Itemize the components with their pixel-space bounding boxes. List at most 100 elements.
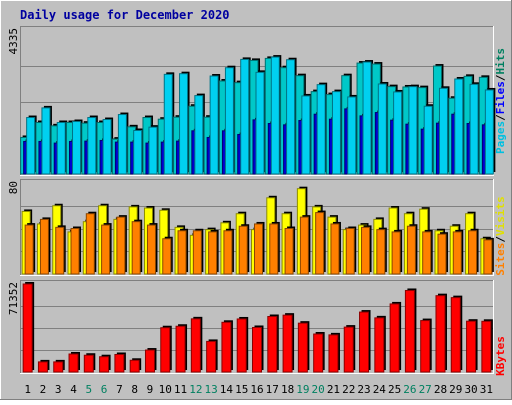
panel-visits-legend: Sites/Visits (494, 196, 507, 276)
bar-kbytes-kbytes-day-14-face (221, 321, 232, 373)
bar-pages-pages-day-26 (408, 84, 419, 175)
panel-pages-ymax-label: 4335 (7, 28, 20, 55)
bar-kbytes-kbytes-day-20-face (313, 333, 324, 373)
bar-pages-pages-day-27 (423, 104, 435, 175)
bar-visits-sites-day-11 (177, 228, 189, 275)
bar-visits-sites-day-13 (208, 229, 219, 275)
x-tick-label-day-17: 17 (266, 383, 279, 396)
bar-visits-sites-day-14-face (223, 230, 233, 275)
bar-visits-sites-day-6 (101, 223, 112, 275)
x-tick-label-day-16: 16 (250, 383, 263, 396)
bar-pages-pages-day-29 (454, 76, 465, 175)
chart-panels: 4335Pages/Files/Hits80Sites/Visits71352K… (7, 26, 507, 376)
bar-kbytes-kbytes-day-7 (114, 352, 126, 373)
panel-visits-ymax-label: 80 (7, 181, 20, 194)
bar-kbytes-kbytes-day-13-face (206, 340, 217, 373)
bar-visits-sites-day-16-face (254, 223, 263, 275)
bar-pages-pages-day-9-face (148, 126, 158, 175)
bar-visits-sites-day-10-face (162, 238, 172, 275)
x-tick-label-day-11: 11 (174, 383, 187, 396)
bar-kbytes-kbytes-day-8-face (129, 359, 140, 373)
bar-visits-sites-day-13-face (208, 231, 218, 275)
x-tick-label-day-24: 24 (373, 383, 387, 396)
bar-kbytes-kbytes-day-15 (236, 316, 249, 373)
bar-visits-sites-day-30 (468, 228, 479, 275)
x-axis-labels: 1 2 3 4 5 6 7 8 9 10 11 12 13 14 15 16 17 18 19 20 21 22 23 24 2… (24, 383, 493, 396)
legend-visits-item-1: / (494, 236, 507, 243)
bar-kbytes-kbytes-day-5-face (83, 354, 94, 373)
bar-kbytes-kbytes-day-28-face (435, 295, 446, 373)
bar-visits-sites-day-26 (406, 224, 418, 275)
bar-pages-pages-day-13 (209, 74, 221, 175)
bar-visits-sites-day-4-face (70, 228, 80, 275)
bar-visits-sites-day-9-face (146, 224, 156, 275)
bar-pages-pages-day-15-face (240, 58, 250, 175)
bar-visits-sites-day-27 (422, 229, 433, 275)
bar-pages-pages-day-31-face (484, 89, 494, 175)
legend-pages-item-4: Hits (494, 48, 507, 75)
bar-visits-sites-day-7 (116, 215, 127, 275)
panel-kbytes: 71352 KBytes (7, 280, 507, 376)
bar-kbytes-kbytes-day-24-face (374, 317, 385, 373)
bar-kbytes-kbytes-day-1-face (22, 283, 33, 373)
x-tick-label-day-21: 21 (327, 383, 340, 396)
bar-pages-pages-day-30-face (469, 83, 479, 175)
bar-kbytes-kbytes-day-23 (359, 310, 371, 373)
bar-visits-sites-day-23-face (361, 226, 371, 275)
bar-kbytes-kbytes-day-22 (343, 325, 356, 373)
bar-visits-sites-day-22 (345, 226, 357, 275)
x-tick-label-day-26: 26 (403, 383, 416, 396)
bar-visits-sites-day-2-face (39, 218, 49, 275)
bar-visits-sites-day-26-face (406, 225, 416, 275)
bar-pages-pages-day-3 (56, 120, 68, 175)
x-tick-label-day-18: 18 (281, 383, 294, 396)
bar-kbytes-kbytes-day-12-face (190, 318, 201, 373)
bar-pages-pages-day-19-face (301, 95, 311, 175)
bar-kbytes-kbytes-day-11-face (175, 325, 186, 373)
bar-kbytes-kbytes-day-19-face (297, 322, 308, 373)
x-tick-label-day-15: 15 (235, 383, 248, 396)
bar-visits-sites-day-22-face (345, 228, 355, 275)
bar-pages-pages-day-1 (26, 115, 37, 175)
x-tick-label-day-19: 19 (296, 383, 309, 396)
bar-kbytes-kbytes-day-17-face (267, 316, 278, 373)
bar-kbytes-kbytes-day-22-face (343, 326, 354, 373)
bar-visits-sites-day-30-face (468, 230, 478, 275)
bar-pages-pages-day-16 (255, 70, 266, 175)
bar-kbytes-kbytes-day-26 (404, 288, 417, 373)
bar-pages-pages-day-11 (179, 71, 190, 175)
bar-visits-sites-day-10 (162, 236, 173, 275)
bar-kbytes-kbytes-day-17 (267, 314, 279, 373)
bar-pages-pages-day-8 (133, 128, 144, 175)
bar-pages-pages-day-23 (362, 60, 374, 175)
bar-pages-pages-day-7-face (117, 114, 127, 175)
x-tick-label-day-1: 1 (24, 383, 31, 396)
bar-pages-pages-day-23-face (362, 61, 372, 175)
bar-pages-pages-day-29-face (454, 78, 464, 175)
bar-visits-sites-day-18 (284, 226, 296, 275)
bar-visits-sites-day-6-face (101, 224, 111, 275)
bar-visits-sites-day-24-face (376, 229, 386, 275)
bar-visits-sites-day-9 (146, 223, 158, 275)
bar-kbytes-kbytes-day-4-face (68, 353, 79, 373)
bar-pages-pages-day-18 (286, 57, 297, 175)
bar-pages-pages-day-30 (469, 82, 481, 175)
bar-pages-pages-day-27-face (423, 105, 433, 175)
legend-visits-item-0: Sites (494, 243, 507, 276)
x-tick-label-day-20: 20 (312, 383, 325, 396)
bar-pages-pages-day-2-face (41, 107, 51, 175)
x-tick-label-day-2: 2 (40, 383, 47, 396)
bar-kbytes-kbytes-day-13 (206, 339, 218, 373)
legend-pages-item-0: Pages (494, 121, 507, 154)
bar-pages-pages-day-11-face (179, 73, 189, 175)
chart-title: Daily usage for December 2020 (20, 8, 230, 22)
bar-kbytes-kbytes-day-25 (389, 301, 402, 373)
bar-pages-pages-day-25 (393, 89, 404, 175)
bar-kbytes-kbytes-day-21 (328, 332, 340, 373)
bar-kbytes-kbytes-day-24 (374, 315, 386, 373)
bar-pages-pages-day-26-face (408, 86, 418, 175)
bar-visits-sites-day-25 (391, 229, 403, 275)
bar-pages-pages-day-2 (41, 105, 52, 175)
